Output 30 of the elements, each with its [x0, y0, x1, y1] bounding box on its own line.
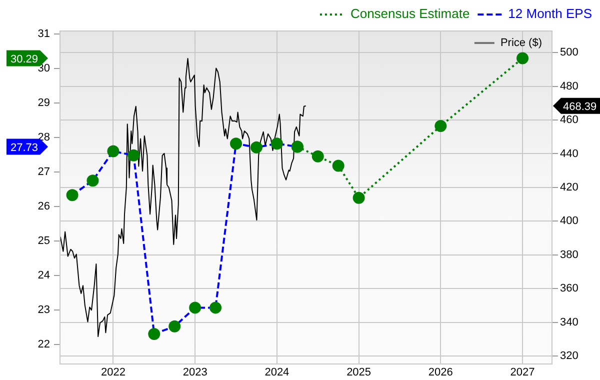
text: 30.29 — [10, 53, 38, 66]
text: 468.39 — [563, 100, 597, 113]
y-tick-label: 25 — [38, 235, 50, 248]
y-tick-label: 22 — [38, 338, 50, 351]
y-tick-label: 26 — [38, 200, 50, 213]
y2-tick-label: 320 — [560, 350, 578, 362]
text: 27.73 — [10, 142, 38, 154]
legend-label: Consensus Estimate — [350, 6, 470, 22]
y2-tick-label: 460 — [560, 114, 578, 126]
y2-tick-label: 440 — [560, 148, 578, 160]
y-tick-label: 27 — [38, 166, 50, 178]
x-tick-label: 2022 — [100, 366, 126, 379]
text: Price ($) — [500, 37, 542, 50]
y-tick-label: 31 — [38, 28, 50, 40]
y2-tick-label: 360 — [560, 282, 578, 295]
x-tick-label: 2027 — [510, 366, 535, 379]
x-tick-label: 2026 — [428, 366, 453, 379]
y2-tick-label: 420 — [560, 182, 578, 194]
x-tick-label: 2024 — [264, 366, 290, 379]
legend-label: 12 Month EPS — [508, 6, 592, 22]
y-tick-label: 29 — [38, 96, 50, 109]
y2-tick-label: 380 — [560, 248, 578, 261]
y2-tick-label: 480 — [560, 80, 578, 92]
y-tick-label: 24 — [38, 270, 50, 282]
y2-tick-label: 400 — [560, 215, 578, 228]
x-tick-label: 2023 — [182, 366, 208, 379]
y-tick-label: 23 — [38, 304, 50, 316]
y2-tick-label: 500 — [560, 46, 578, 59]
y2-tick-label: 340 — [560, 316, 578, 328]
x-tick-label: 2025 — [346, 366, 372, 379]
